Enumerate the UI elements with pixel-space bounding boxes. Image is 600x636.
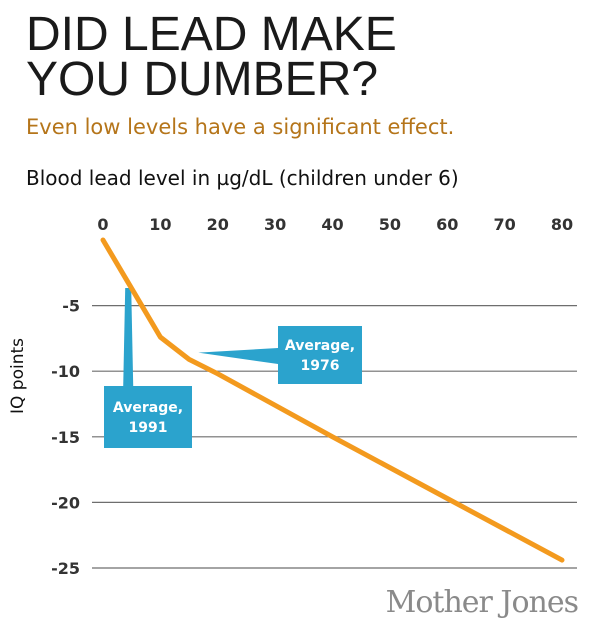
y-tick-label: -15 (51, 428, 80, 447)
callout-year: 1976 (301, 358, 340, 374)
title-line-1: DID LEAD MAKE (26, 8, 397, 61)
callout-box (104, 386, 192, 448)
callout-label: Average, (285, 338, 355, 354)
x-tick-label: 50 (379, 215, 401, 234)
y-tick-label: -20 (51, 493, 80, 512)
chart-title: DID LEAD MAKE YOU DUMBER? (26, 8, 586, 106)
x-tick-label: 0 (97, 215, 108, 234)
x-tick-label: 10 (149, 215, 171, 234)
x-tick-label: 30 (264, 215, 286, 234)
y-tick-label: -25 (51, 559, 80, 578)
callout-label: Average, (113, 400, 183, 416)
y-tick-label: -5 (62, 297, 80, 316)
y-tick-label: -10 (51, 362, 80, 381)
callout-pointer (198, 348, 278, 364)
callout-pointer (123, 288, 134, 386)
x-tick-label: 80 (551, 215, 573, 234)
x-axis-title: Blood lead level in µg/dL (children unde… (26, 166, 459, 190)
callout-year: 1991 (129, 420, 168, 436)
x-tick-label: 40 (321, 215, 343, 234)
title-line-2: YOU DUMBER? (26, 53, 379, 106)
callout-box (278, 326, 362, 384)
x-tick-label: 60 (436, 215, 458, 234)
series-line (100, 237, 565, 563)
chart-subtitle: Even low levels have a significant effec… (26, 115, 455, 139)
publisher-logo: Mother Jones (385, 585, 579, 620)
x-tick-label: 20 (207, 215, 229, 234)
x-tick-label: 70 (493, 215, 515, 234)
